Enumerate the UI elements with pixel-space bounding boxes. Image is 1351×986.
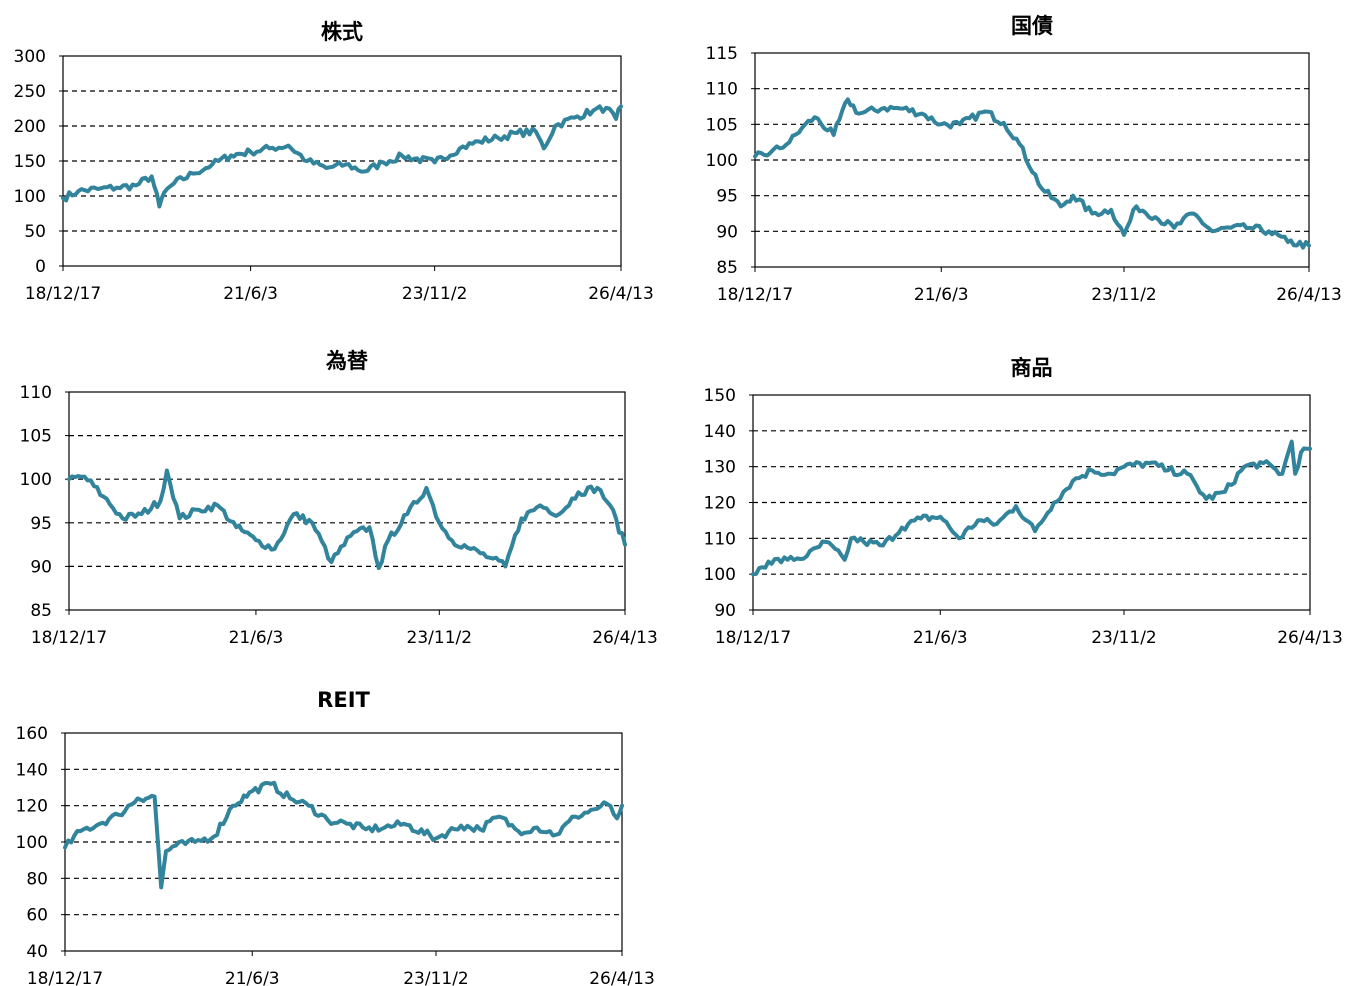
plot-frame [754, 52, 1310, 268]
x-tick-label: 18/12/17 [715, 628, 791, 648]
chart-stocks: 株式 0 50 100 150 200 250 300 18/12/17 21/6/3 23/11… [0, 0, 670, 320]
chart-canvas: 85 90 95 100 105 110 18/12/17 21/6/3 23/11/2 26/4… [20, 383, 658, 648]
x-tick-label: 18/12/17 [25, 284, 101, 304]
y-tick-label: 40 [26, 942, 48, 962]
chart-bonds: 国債 85 90 95 100 105 110 115 18/12/17 21/6/3 23/11… [0, 0, 1351, 320]
y-tick-label: 110 [706, 80, 738, 100]
y-tick-label: 150 [14, 152, 46, 172]
y-tick-label: 100 [20, 470, 52, 490]
x-tick-label: 18/12/17 [717, 285, 793, 305]
x-tick-label: 21/6/3 [223, 284, 278, 304]
x-tick-label: 18/12/17 [27, 969, 103, 986]
y-tick-label: 95 [30, 514, 52, 534]
y-tick-label: 115 [706, 44, 738, 64]
y-tick-label: 110 [20, 383, 52, 403]
chart-title: 商品 [1010, 356, 1053, 380]
y-tick-label: 120 [704, 494, 736, 514]
y-tick-label: 300 [14, 47, 46, 67]
y-tick-label: 150 [704, 386, 736, 406]
x-tick-label: 23/11/2 [407, 628, 473, 648]
x-tick-label: 21/6/3 [913, 628, 968, 648]
y-tick-label: 90 [30, 557, 52, 577]
chart-canvas: 0 50 100 150 200 250 300 18/12/17 21/6/3 23/11/2 2… [14, 47, 654, 304]
x-tick-label: 23/11/2 [1091, 628, 1157, 648]
y-tick-label: 0 [35, 257, 46, 277]
x-tick-label: 23/11/2 [402, 284, 468, 304]
y-tick-label: 100 [16, 833, 48, 853]
y-tick-label: 140 [16, 760, 48, 780]
chart-reit: REIT 40 60 80 100 120 140 160 18/12/17 21/6/3 23/… [0, 0, 670, 986]
x-tick-label: 23/11/2 [1091, 285, 1157, 305]
x-tick-label: 26/4/13 [588, 284, 654, 304]
chart-title: 国債 [1011, 14, 1053, 38]
y-tick-label: 160 [16, 724, 48, 744]
y-tick-label: 105 [706, 115, 738, 135]
y-tick-label: 140 [704, 422, 736, 442]
chart-commodities: 商品 90 100 110 120 130 140 150 18/12/17 21/6/3 23/… [704, 356, 1343, 648]
x-tick-label: 26/4/13 [589, 969, 655, 986]
y-tick-label: 100 [14, 187, 46, 207]
chart-title: REIT [317, 688, 370, 712]
chart-title: 為替 [326, 349, 368, 373]
y-tick-label: 85 [716, 258, 738, 278]
x-tick-label: 26/4/13 [592, 628, 658, 648]
y-tick-label: 90 [714, 601, 736, 621]
y-tick-label: 50 [24, 222, 46, 242]
series-line [63, 780, 624, 890]
x-tick-label: 21/6/3 [914, 285, 969, 305]
x-tick-label: 23/11/2 [403, 969, 469, 986]
y-tick-label: 120 [16, 797, 48, 817]
plot-frame [68, 391, 626, 611]
x-tick-label: 21/6/3 [229, 628, 284, 648]
series-line [751, 439, 1312, 577]
series-line [753, 97, 1311, 250]
chart-canvas: 40 60 80 100 120 140 160 18/12/17 21/6/3 23/11/2 2… [16, 724, 655, 986]
y-tick-label: 105 [20, 427, 52, 447]
x-tick-label: 26/4/13 [1277, 628, 1343, 648]
y-tick-label: 250 [14, 82, 46, 102]
y-tick-label: 90 [716, 222, 738, 242]
x-tick-label: 18/12/17 [31, 628, 107, 648]
y-tick-label: 110 [704, 529, 736, 549]
y-tick-label: 100 [704, 565, 736, 585]
chart-title: 株式 [321, 20, 363, 44]
x-tick-label: 26/4/13 [1276, 285, 1342, 305]
y-tick-label: 95 [716, 187, 738, 207]
series-line [67, 468, 627, 571]
x-tick-label: 21/6/3 [225, 969, 280, 986]
chart-canvas: 85 90 95 100 105 110 115 18/12/17 21/6/3 23/11/2 2… [706, 44, 1342, 305]
chart-canvas: 90 100 110 120 130 140 150 18/12/17 21/6/3 23/11/… [704, 386, 1343, 648]
y-tick-label: 130 [704, 458, 736, 478]
y-tick-label: 85 [30, 601, 52, 621]
y-tick-label: 80 [26, 869, 48, 889]
plot-frame [62, 55, 622, 267]
plot-frame [64, 732, 623, 952]
series-line [61, 104, 623, 209]
y-tick-label: 200 [14, 117, 46, 137]
y-tick-label: 60 [26, 906, 48, 926]
chart-fx: 為替 85 90 95 100 105 110 18/12/17 21/6/3 23/11/2 2… [0, 0, 670, 660]
plot-frame [752, 394, 1311, 611]
y-tick-label: 100 [706, 151, 738, 171]
